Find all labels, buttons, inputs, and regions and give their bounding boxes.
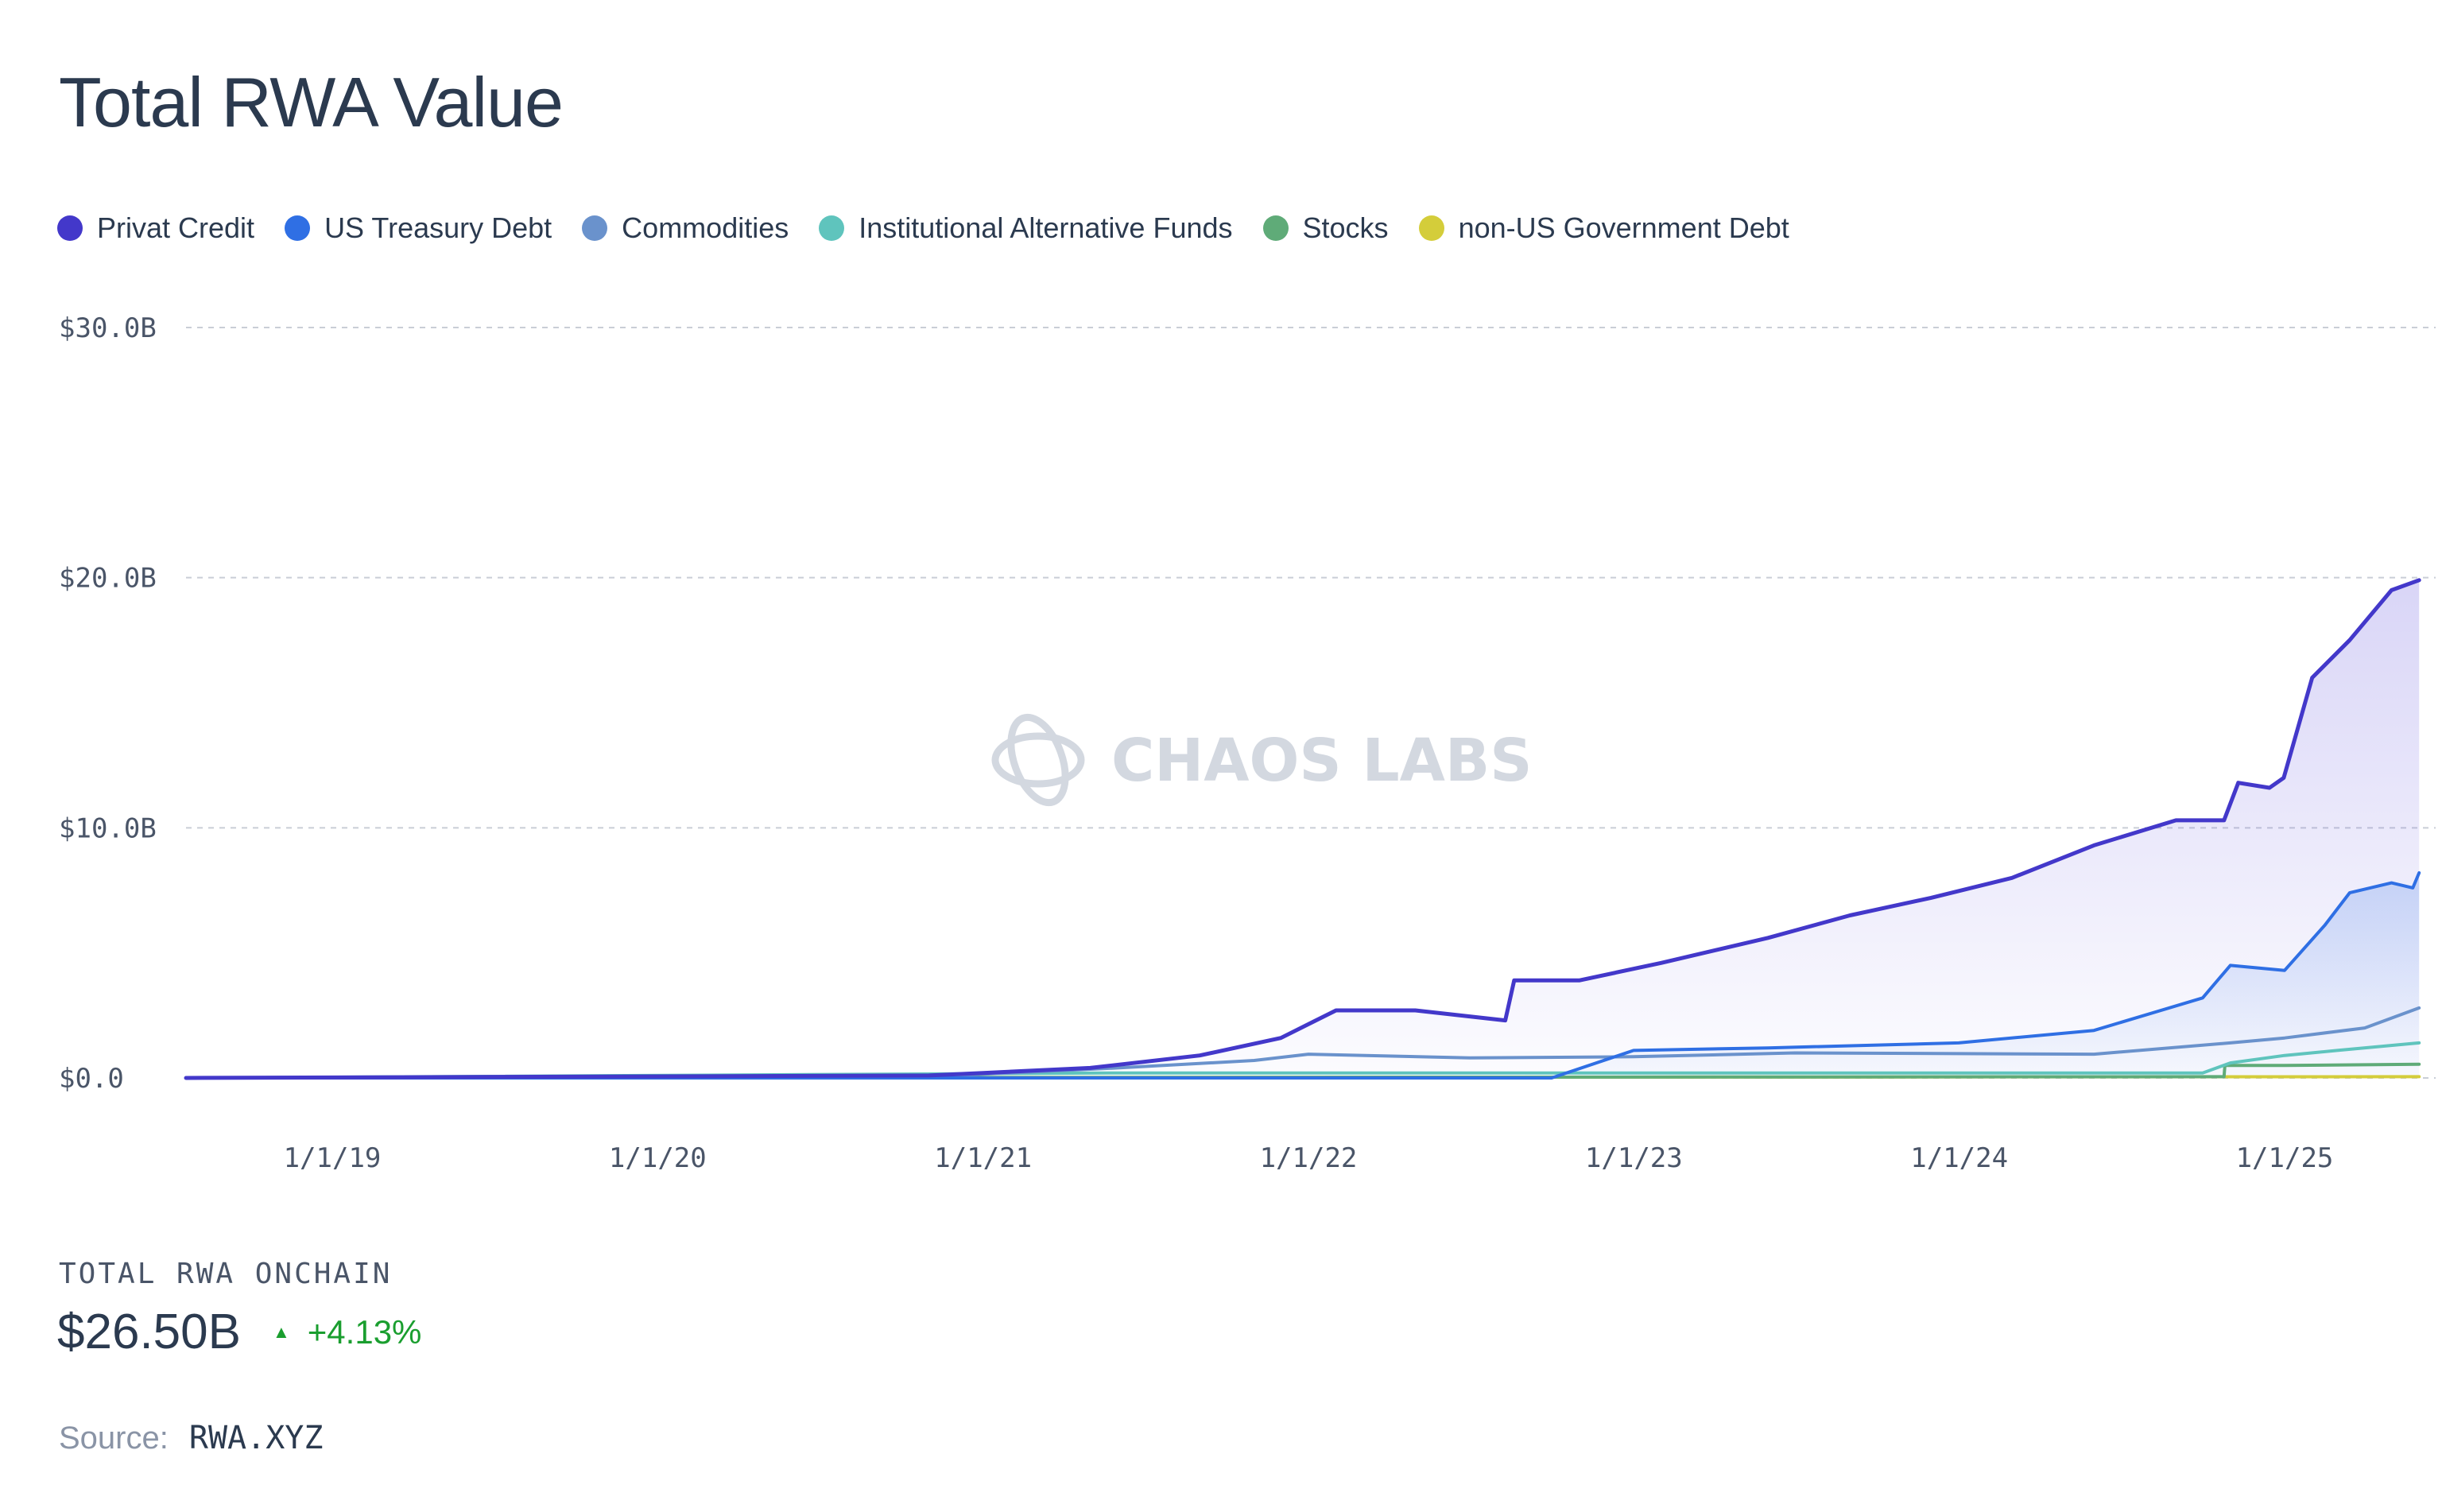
legend-item-privat-credit[interactable]: Privat Credit: [57, 211, 254, 245]
area-layer: [186, 580, 2420, 1078]
summary-row: $26.50B ▲ +4.13%: [57, 1304, 421, 1360]
x-tick-label: 1/1/23: [1585, 1142, 1683, 1174]
legend-item-institutional-alternative-funds[interactable]: Institutional Alternative Funds: [819, 211, 1233, 245]
y-tick-label: $10.0B: [59, 812, 157, 844]
series-line-commodities: [184, 1006, 2421, 1080]
triangle-up-icon: ▲: [273, 1321, 290, 1342]
legend-dot-us-treasury-debt: [285, 215, 311, 241]
legend-dot-institutional-alternative-funds: [819, 215, 845, 241]
legend-item-us-treasury-debt[interactable]: US Treasury Debt: [285, 211, 552, 245]
series-line-privat-credit: [184, 578, 2421, 1080]
legend-dot-privat-credit: [57, 215, 83, 241]
y-tick-label: $0.0: [59, 1063, 124, 1095]
legend-dot-commodities: [582, 215, 608, 241]
legend-item-stocks[interactable]: Stocks: [1262, 211, 1389, 245]
legend-label: Privat Credit: [97, 211, 255, 244]
legend-label: Commodities: [622, 211, 789, 244]
legend-dot-stocks: [1262, 215, 1289, 241]
x-tick-label: 1/1/19: [284, 1142, 382, 1174]
area-us-treasury-debt: [186, 873, 2420, 1078]
area-privat-credit: [186, 580, 2420, 1078]
series-line-us-treasury-debt: [184, 871, 2421, 1080]
x-tick-label: 1/1/20: [609, 1142, 707, 1174]
legend-label: non-US Government Debt: [1458, 211, 1789, 244]
chart-title: Total RWA Value: [59, 63, 564, 142]
change-percent: +4.13%: [307, 1312, 422, 1351]
source: Source: RWA.XYZ: [59, 1420, 323, 1456]
legend: Privat Credit US Treasury Debt Commoditi…: [57, 208, 1820, 248]
legend-label: US Treasury Debt: [324, 211, 552, 244]
legend-label: Stocks: [1302, 211, 1389, 244]
legend-label: Institutional Alternative Funds: [859, 211, 1233, 244]
x-tick-label: 1/1/25: [2236, 1142, 2334, 1174]
y-tick-label: $30.0B: [59, 312, 157, 344]
chaos-labs-logo-icon: [991, 713, 1085, 807]
change-badge: ▲ +4.13%: [273, 1313, 421, 1351]
x-axis: 1/1/19 1/1/20 1/1/21 1/1/22 1/1/23 1/1/24 1/1/…: [284, 1142, 2334, 1174]
x-tick-label: 1/1/22: [1260, 1142, 1358, 1174]
series-line-institutional-alternative-funds: [184, 1041, 2421, 1080]
legend-item-non-us-government-debt[interactable]: non-US Government Debt: [1418, 211, 1789, 245]
source-value[interactable]: RWA.XYZ: [188, 1420, 324, 1456]
legend-dot-non-us-government-debt: [1418, 215, 1444, 241]
source-label: Source:: [59, 1421, 169, 1456]
rwa-area-chart[interactable]: CHAOS LABS $0.0 $10.0B $20.0B $30.0B 1/1/19…: [0, 286, 2442, 1177]
x-tick-label: 1/1/21: [934, 1142, 1032, 1174]
total-value: $26.50B: [57, 1305, 241, 1359]
y-tick-label: $20.0B: [59, 563, 157, 595]
y-axis: $0.0 $10.0B $20.0B $30.0B: [59, 312, 157, 1095]
line-layer: [184, 578, 2421, 1080]
x-tick-label: 1/1/24: [1910, 1142, 2008, 1174]
watermark-text: CHAOS LABS: [1111, 727, 1533, 795]
summary-label: TOTAL RWA ONCHAIN: [59, 1258, 393, 1290]
watermark: CHAOS LABS: [991, 713, 1533, 807]
legend-item-commodities[interactable]: Commodities: [582, 211, 789, 245]
